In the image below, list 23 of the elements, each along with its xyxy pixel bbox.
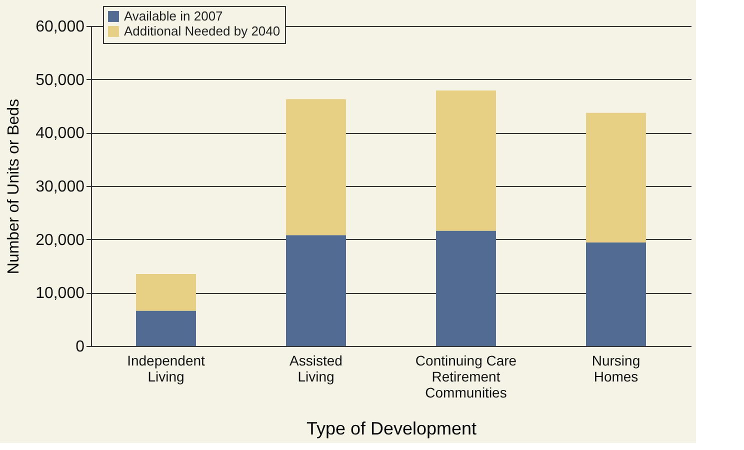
- y-tick-label: 10,000: [36, 285, 85, 302]
- bar: [436, 90, 496, 231]
- y-tick-label: 20,000: [36, 232, 85, 249]
- y-tick-label: 0: [76, 338, 85, 356]
- bar: [136, 274, 196, 311]
- bar: [286, 99, 346, 236]
- y-axis-title: Number of Units or Beds: [6, 98, 23, 274]
- y-tick-label: 30,000: [36, 178, 85, 196]
- y-tick-label: 50,000: [36, 72, 85, 89]
- x-axis-title: Type of Development: [306, 418, 477, 438]
- bar: [436, 230, 496, 346]
- x-tick-label: Nursing Homes: [592, 352, 640, 384]
- x-tick-label: Continuing Care Retirement Communities: [415, 352, 517, 400]
- legend-label: Available in 2007: [124, 8, 223, 24]
- x-tick-label: Independent Living: [127, 352, 206, 384]
- bar: [586, 112, 646, 243]
- legend-label: Additional Needed by 2040: [124, 24, 280, 38]
- x-tick-label: Assisted Living: [290, 352, 342, 384]
- y-tick-label: 60,000: [36, 18, 85, 36]
- y-tick-label: 40,000: [36, 125, 85, 142]
- bar: [136, 310, 196, 346]
- bar: [586, 242, 646, 346]
- bar: [286, 235, 346, 346]
